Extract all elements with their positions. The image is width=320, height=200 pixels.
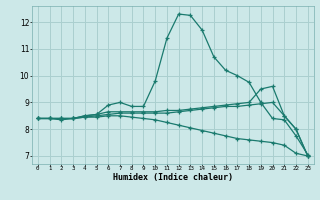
X-axis label: Humidex (Indice chaleur): Humidex (Indice chaleur) bbox=[113, 173, 233, 182]
